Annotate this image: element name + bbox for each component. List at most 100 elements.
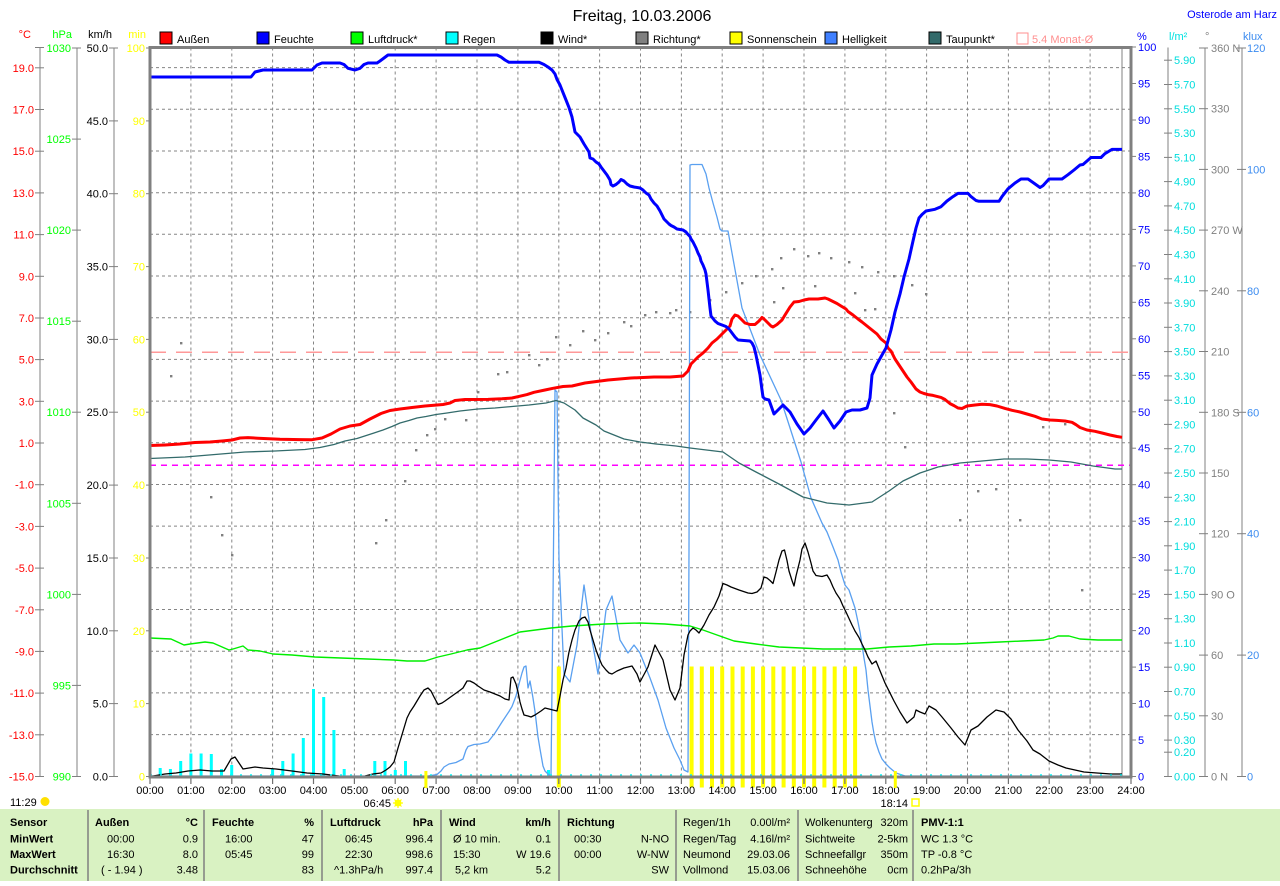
svg-text:00:00: 00:00 — [574, 849, 602, 861]
svg-text:330: 330 — [1211, 104, 1229, 116]
svg-text:08:00: 08:00 — [463, 785, 491, 797]
svg-text:70: 70 — [133, 262, 145, 274]
svg-text:Luftdruck: Luftdruck — [330, 817, 382, 829]
svg-text:60: 60 — [1247, 407, 1259, 419]
svg-text:5.70: 5.70 — [1174, 80, 1195, 92]
svg-text:20: 20 — [133, 626, 145, 638]
svg-text:Helligkeit: Helligkeit — [842, 34, 887, 46]
svg-text:120: 120 — [1247, 43, 1265, 55]
svg-text:-3.0: -3.0 — [15, 521, 34, 533]
svg-text:95: 95 — [1138, 79, 1150, 91]
svg-text:02:00: 02:00 — [218, 785, 246, 797]
svg-text:%: % — [1137, 31, 1147, 43]
svg-text:1020: 1020 — [47, 225, 71, 237]
svg-text:210: 210 — [1211, 347, 1229, 359]
svg-text:2-5km: 2-5km — [877, 834, 908, 846]
svg-text:1015: 1015 — [47, 316, 71, 328]
svg-text:Feuchte: Feuchte — [212, 817, 254, 829]
svg-text:5.4 Monat-Ø: 5.4 Monat-Ø — [1032, 34, 1094, 46]
svg-text:km/h: km/h — [88, 29, 112, 41]
svg-text:-7.0: -7.0 — [15, 605, 34, 617]
svg-text:45: 45 — [1138, 443, 1150, 455]
svg-text:-9.0: -9.0 — [15, 646, 34, 658]
svg-text:180 S: 180 S — [1211, 407, 1240, 419]
svg-text:15:00: 15:00 — [749, 785, 777, 797]
svg-text:1.50: 1.50 — [1174, 589, 1195, 601]
svg-text:16:00: 16:00 — [790, 785, 818, 797]
svg-text:Wind*: Wind* — [558, 34, 588, 46]
svg-text:4.16l/m²: 4.16l/m² — [750, 834, 790, 846]
svg-text:03:00: 03:00 — [259, 785, 287, 797]
svg-text:0.50: 0.50 — [1174, 711, 1195, 723]
svg-text:5.30: 5.30 — [1174, 128, 1195, 140]
svg-text:5.0: 5.0 — [93, 699, 108, 711]
svg-text:Sonnenschein: Sonnenschein — [747, 34, 817, 46]
svg-text:0.2hPa/3h: 0.2hPa/3h — [921, 865, 971, 877]
svg-text:997.4: 997.4 — [405, 865, 433, 877]
svg-text:Feuchte: Feuchte — [274, 34, 314, 46]
svg-text:W-NW: W-NW — [637, 849, 670, 861]
svg-text:99: 99 — [302, 849, 314, 861]
svg-text:23:00: 23:00 — [1076, 785, 1104, 797]
svg-text:Wolkenunterg: Wolkenunterg — [805, 817, 873, 829]
svg-text:3.70: 3.70 — [1174, 322, 1195, 334]
svg-text:0.00l/m²: 0.00l/m² — [750, 817, 790, 829]
svg-text:Sensor: Sensor — [10, 817, 48, 829]
svg-text:Außen: Außen — [95, 817, 130, 829]
svg-text:18:14: 18:14 — [880, 798, 908, 810]
svg-text:Vollmond: Vollmond — [683, 865, 728, 877]
svg-text:100: 100 — [1247, 164, 1265, 176]
svg-text:-13.0: -13.0 — [9, 730, 34, 742]
svg-text:12:00: 12:00 — [627, 785, 655, 797]
svg-text:35: 35 — [1138, 516, 1150, 528]
svg-text:09:00: 09:00 — [504, 785, 532, 797]
svg-text:60: 60 — [1138, 334, 1150, 346]
svg-text:MinWert: MinWert — [10, 834, 54, 846]
svg-text:90 O: 90 O — [1211, 589, 1235, 601]
svg-text:15.0: 15.0 — [87, 553, 108, 565]
svg-text:Regen/Tag: Regen/Tag — [683, 834, 736, 846]
svg-text:45.0: 45.0 — [87, 116, 108, 128]
svg-text:4.90: 4.90 — [1174, 177, 1195, 189]
svg-text:TP -0.8 °C: TP -0.8 °C — [921, 849, 972, 861]
svg-text:05:00: 05:00 — [341, 785, 369, 797]
svg-text:WC 1.3 °C: WC 1.3 °C — [921, 834, 973, 846]
svg-text:30.0: 30.0 — [87, 334, 108, 346]
svg-text:06:45: 06:45 — [345, 834, 373, 846]
svg-text:350m: 350m — [880, 849, 908, 861]
svg-text:-1.0: -1.0 — [15, 480, 34, 492]
svg-text:2.30: 2.30 — [1174, 492, 1195, 504]
svg-text:100: 100 — [1138, 42, 1156, 54]
svg-text:MaxWert: MaxWert — [10, 849, 56, 861]
svg-text:10:00: 10:00 — [545, 785, 573, 797]
svg-text:1010: 1010 — [47, 407, 71, 419]
svg-text:-15.0: -15.0 — [9, 772, 34, 784]
svg-text:Neumond: Neumond — [683, 849, 731, 861]
svg-text:00:00: 00:00 — [107, 834, 135, 846]
svg-text:04:00: 04:00 — [300, 785, 328, 797]
svg-text:( - 1.94 ): ( - 1.94 ) — [101, 865, 143, 877]
svg-text:90: 90 — [133, 116, 145, 128]
svg-text:10.0: 10.0 — [87, 626, 108, 638]
svg-text:°C: °C — [186, 817, 198, 829]
svg-text:00:30: 00:30 — [574, 834, 602, 846]
svg-text:10: 10 — [1138, 699, 1150, 711]
svg-text:83: 83 — [302, 865, 314, 877]
svg-text:55: 55 — [1138, 370, 1150, 382]
svg-text:320m: 320m — [880, 817, 908, 829]
svg-text:5.2: 5.2 — [536, 865, 551, 877]
svg-text:240: 240 — [1211, 286, 1229, 298]
svg-text:100: 100 — [127, 43, 145, 55]
svg-text:0.30: 0.30 — [1174, 735, 1195, 747]
svg-text:10: 10 — [133, 699, 145, 711]
svg-text:40: 40 — [133, 480, 145, 492]
svg-text:Osterode am Harz: Osterode am Harz — [1187, 9, 1277, 21]
svg-text:300: 300 — [1211, 164, 1229, 176]
svg-text:9.0: 9.0 — [19, 271, 34, 283]
svg-text:3.90: 3.90 — [1174, 298, 1195, 310]
svg-text:3.30: 3.30 — [1174, 371, 1195, 383]
svg-text:0.70: 0.70 — [1174, 687, 1195, 699]
svg-text:Freitag, 10.03.2006: Freitag, 10.03.2006 — [573, 8, 712, 25]
svg-text:3.0: 3.0 — [19, 396, 34, 408]
svg-text:25.0: 25.0 — [87, 407, 108, 419]
